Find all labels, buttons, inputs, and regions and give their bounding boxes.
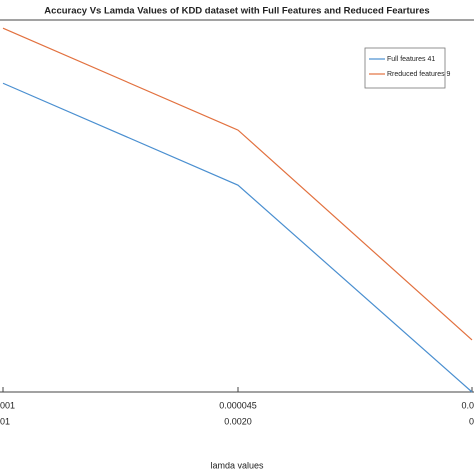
x-tick-label-row2: 0 <box>469 416 474 426</box>
plot-frame <box>0 19 474 393</box>
legend-label: Rreduced features 9 <box>387 71 451 78</box>
legend-box <box>364 47 446 89</box>
x-tick-label: 0.0 <box>461 400 474 410</box>
x-tick-label-row2: 01 <box>0 416 10 426</box>
x-tick-label: 0.000045 <box>219 400 257 410</box>
series-line <box>2 82 473 393</box>
series-line <box>2 27 473 341</box>
chart-title: Accuracy Vs Lamda Values of KDD dataset … <box>44 6 429 17</box>
x-axis-label: lamda values <box>210 460 264 470</box>
legend-label: Full features 41 <box>387 56 435 63</box>
x-tick-label-row2: 0.0020 <box>224 416 252 426</box>
x-tick-label: 001 <box>0 400 15 410</box>
